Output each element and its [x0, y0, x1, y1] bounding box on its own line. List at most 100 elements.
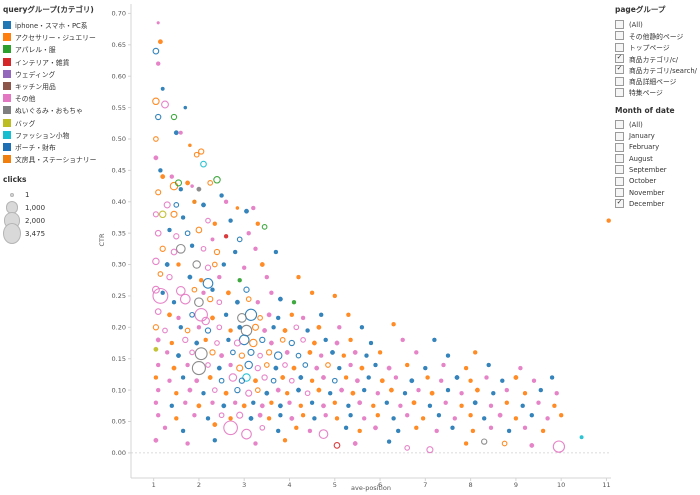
- scatter-point[interactable]: [429, 390, 435, 396]
- scatter-point[interactable]: [174, 416, 179, 421]
- scatter-point[interactable]: [218, 377, 225, 384]
- scatter-point[interactable]: [491, 391, 496, 396]
- month-checkbox[interactable]: [615, 176, 624, 186]
- scatter-point[interactable]: [325, 362, 331, 368]
- scatter-point[interactable]: [188, 143, 192, 148]
- scatter-point[interactable]: [191, 286, 198, 293]
- scatter-point[interactable]: [158, 168, 163, 173]
- scatter-point[interactable]: [156, 21, 160, 25]
- scatter-point[interactable]: [414, 425, 419, 430]
- scatter-point[interactable]: [204, 264, 212, 271]
- scatter-point[interactable]: [255, 221, 260, 226]
- page-filter-option[interactable]: (All): [615, 19, 699, 30]
- scatter-point[interactable]: [204, 327, 212, 334]
- scatter-point[interactable]: [309, 400, 315, 405]
- scatter-point[interactable]: [259, 424, 266, 431]
- scatter-point[interactable]: [402, 391, 408, 396]
- scatter-point[interactable]: [436, 413, 442, 418]
- scatter-point[interactable]: [261, 374, 268, 381]
- scatter-point[interactable]: [251, 205, 256, 211]
- scatter-point[interactable]: [346, 312, 351, 317]
- scatter-point[interactable]: [212, 438, 218, 443]
- month-filter-option[interactable]: January: [615, 130, 699, 141]
- scatter-point[interactable]: [348, 362, 353, 368]
- scatter-point[interactable]: [269, 400, 274, 405]
- page-filter-option[interactable]: その他静的ページ: [615, 30, 699, 41]
- scatter-point[interactable]: [339, 387, 344, 393]
- scatter-point[interactable]: [200, 245, 207, 252]
- color-legend-item[interactable]: ウェディング: [3, 68, 113, 80]
- scatter-point[interactable]: [368, 340, 374, 346]
- scatter-point[interactable]: [238, 334, 250, 346]
- scatter-point[interactable]: [266, 312, 272, 318]
- scatter-point[interactable]: [183, 105, 188, 110]
- scatter-point[interactable]: [164, 350, 170, 355]
- scatter-point[interactable]: [362, 387, 367, 393]
- scatter-point[interactable]: [233, 339, 241, 347]
- page-filter-option[interactable]: 商品詳細ページ: [615, 75, 699, 86]
- scatter-point[interactable]: [153, 437, 159, 443]
- scatter-point[interactable]: [155, 362, 161, 368]
- scatter-point[interactable]: [276, 315, 281, 321]
- scatter-point[interactable]: [216, 324, 223, 331]
- scatter-point[interactable]: [157, 39, 163, 45]
- scatter-point[interactable]: [538, 387, 543, 393]
- scatter-point[interactable]: [251, 323, 260, 331]
- scatter-point[interactable]: [337, 325, 342, 330]
- scatter-point[interactable]: [245, 296, 252, 302]
- scatter-point[interactable]: [288, 377, 295, 384]
- scatter-point[interactable]: [531, 378, 537, 383]
- scatter-point[interactable]: [270, 377, 277, 384]
- scatter-point[interactable]: [275, 387, 281, 393]
- scatter-point[interactable]: [540, 428, 546, 434]
- scatter-point[interactable]: [195, 226, 203, 234]
- scatter-point[interactable]: [420, 416, 426, 421]
- scatter-point[interactable]: [176, 262, 181, 267]
- scatter-point[interactable]: [396, 428, 401, 434]
- scatter-point[interactable]: [167, 378, 172, 383]
- scatter-point[interactable]: [357, 428, 362, 434]
- scatter-point[interactable]: [205, 362, 211, 368]
- scatter-point[interactable]: [434, 428, 439, 434]
- scatter-point[interactable]: [194, 347, 208, 361]
- scatter-point[interactable]: [207, 375, 213, 380]
- scatter-point[interactable]: [309, 290, 315, 295]
- color-legend-item[interactable]: ポーチ・財布: [3, 141, 113, 153]
- scatter-point[interactable]: [459, 391, 464, 396]
- scatter-point[interactable]: [482, 416, 487, 421]
- scatter-point[interactable]: [228, 416, 233, 421]
- scatter-point[interactable]: [352, 349, 358, 355]
- scatter-point[interactable]: [225, 290, 231, 296]
- scatter-point[interactable]: [265, 349, 273, 356]
- scatter-point[interactable]: [192, 199, 197, 205]
- scatter-point[interactable]: [513, 375, 519, 380]
- scatter-point[interactable]: [343, 375, 349, 380]
- scatter-point[interactable]: [334, 340, 340, 346]
- month-filter-option[interactable]: August: [615, 153, 699, 164]
- scatter-point[interactable]: [180, 375, 186, 380]
- scatter-point[interactable]: [400, 337, 405, 343]
- scatter-point[interactable]: [237, 313, 247, 323]
- scatter-point[interactable]: [152, 287, 169, 304]
- scatter-point[interactable]: [236, 236, 243, 243]
- scatter-point[interactable]: [160, 290, 165, 295]
- scatter-point[interactable]: [192, 413, 197, 418]
- scatter-point[interactable]: [257, 352, 263, 359]
- scatter-point[interactable]: [316, 324, 322, 330]
- scatter-point[interactable]: [160, 174, 166, 180]
- scatter-point[interactable]: [375, 391, 380, 396]
- scatter-point[interactable]: [470, 428, 476, 434]
- scatter-point[interactable]: [201, 202, 206, 208]
- page-filter-option[interactable]: 特集ページ: [615, 87, 699, 98]
- scatter-point[interactable]: [174, 179, 183, 187]
- scatter-point[interactable]: [238, 352, 246, 359]
- scatter-point[interactable]: [371, 403, 376, 408]
- scatter-point[interactable]: [210, 400, 215, 405]
- scatter-point[interactable]: [549, 375, 555, 380]
- scatter-point[interactable]: [254, 387, 261, 393]
- month-filter-option[interactable]: November: [615, 187, 699, 198]
- scatter-point[interactable]: [300, 337, 306, 343]
- month-checkbox[interactable]: [615, 154, 624, 164]
- scatter-point[interactable]: [189, 243, 195, 248]
- scatter-point[interactable]: [373, 425, 378, 431]
